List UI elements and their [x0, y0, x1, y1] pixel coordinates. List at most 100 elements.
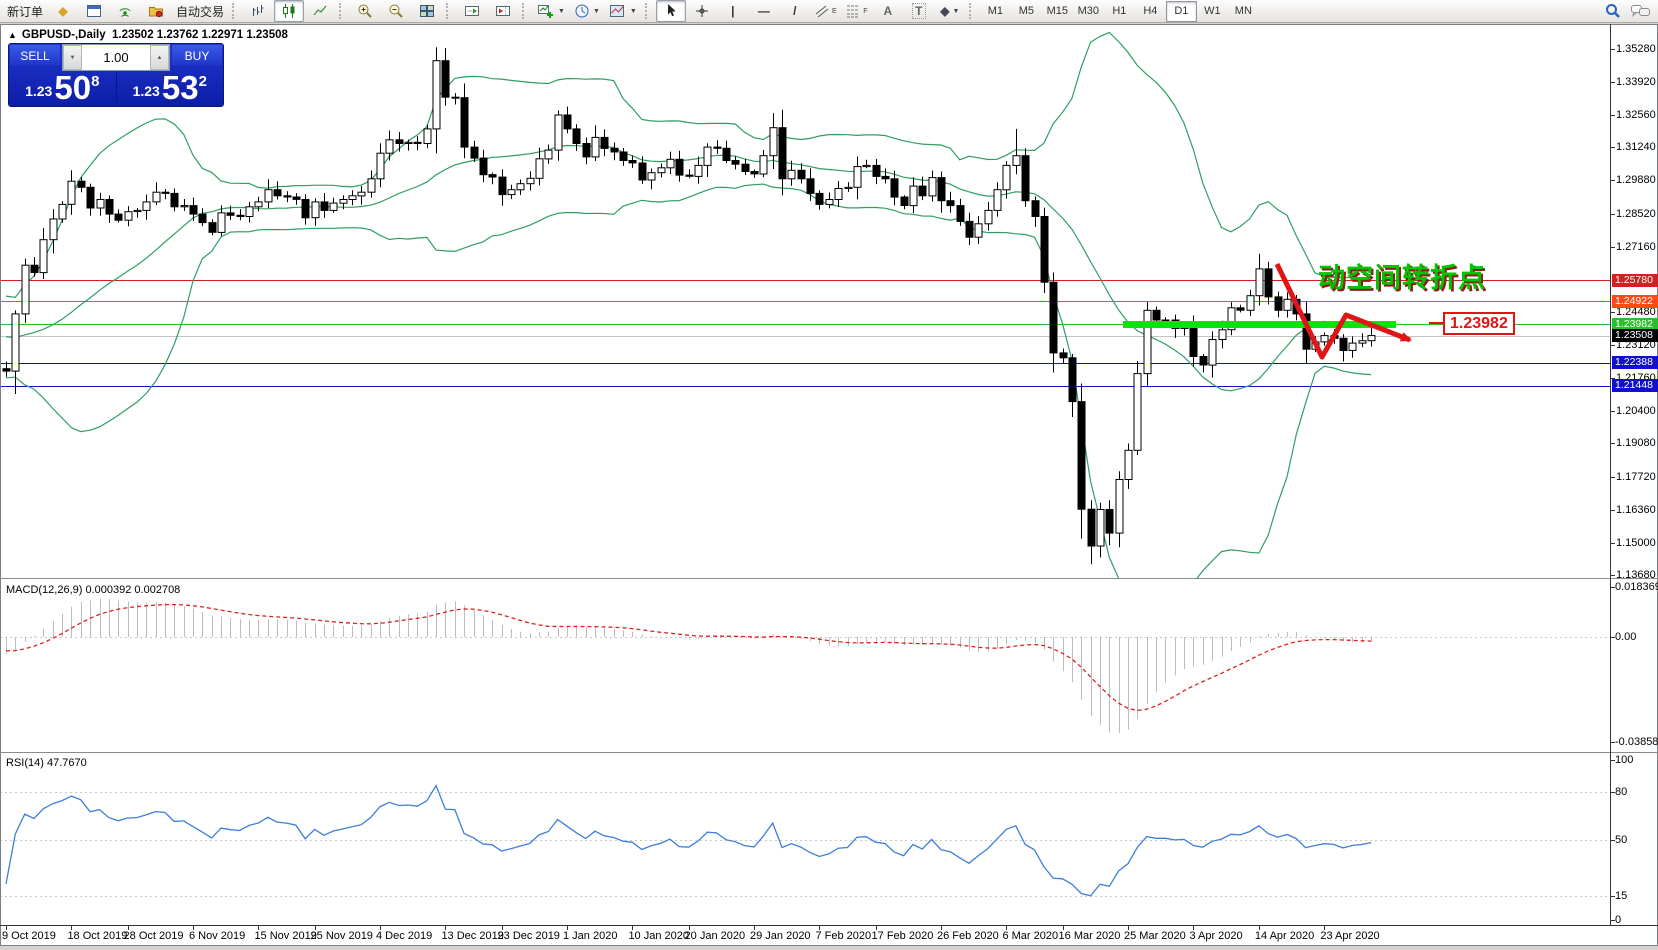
turning-point-annotation: 动空间转折点: [1318, 263, 1486, 293]
auto-scroll-icon: [465, 6, 480, 16]
arrows-tool-button[interactable]: ◆ ▼: [935, 0, 965, 22]
horizontal-line-icon: —: [757, 4, 770, 18]
toolbar-separator: [339, 3, 346, 19]
volume-increase-button[interactable]: ▲: [150, 45, 169, 70]
text-label-tool-button[interactable]: T: [904, 0, 934, 22]
clock-icon: [575, 4, 589, 18]
diamond-icon: ◆: [58, 4, 68, 18]
vertical-line-tool-button[interactable]: |: [718, 0, 748, 22]
channel-letter: E: [832, 7, 837, 15]
buy-button[interactable]: BUY: [172, 45, 222, 66]
auto-scroll-button[interactable]: [457, 0, 487, 22]
main-toolbar: 新订单 ◆ 自动交易 ▼ ▼ ▼ | — / E F A T ◆ ▼ M1 M5 M1…: [0, 0, 1658, 23]
chevron-down-icon: ▼: [952, 7, 960, 15]
fibonacci-icon: [847, 5, 860, 18]
tile-windows-button[interactable]: [412, 0, 442, 22]
cursor-icon: [667, 4, 676, 17]
zoom-out-icon: [389, 4, 403, 18]
timeframe-toolbar: M1 M5 M15 M30 H1 H4 D1 W1 MN: [980, 0, 1259, 22]
sell-button[interactable]: SELL: [10, 45, 60, 66]
macd-panel-title: MACD(12,26,9) 0.000392 0.002708: [6, 584, 181, 596]
one-click-trading-panel: SELL ▼ 1.00 ▲ BUY 1.23 50 8 1.23 53 2: [9, 44, 223, 106]
volume-input[interactable]: 1.00: [103, 50, 129, 65]
buy-price[interactable]: 1.23 53 2: [132, 69, 207, 106]
line-chart-mode-button[interactable]: [305, 0, 335, 22]
cursor-tool-button[interactable]: [655, 0, 686, 22]
toolbar-separator: [446, 3, 453, 19]
crosshair-tool-button[interactable]: [687, 0, 717, 22]
autotrading-label: 自动交易: [176, 4, 225, 19]
highlight-level-segment: [1123, 321, 1396, 328]
bollinger-bands: [5, 31, 1372, 578]
timeframe-m5-button[interactable]: M5: [1018, 5, 1034, 17]
window-icon: [87, 5, 102, 17]
folder-icon: [149, 7, 164, 18]
red-arrow-annotation: [1274, 262, 1412, 360]
horizontal-line-tool-button[interactable]: —: [749, 0, 779, 22]
toolbar-separator: [232, 3, 239, 19]
chat-icon[interactable]: [1630, 2, 1652, 20]
candlestick-icon: [283, 4, 295, 18]
timeframe-m1-button[interactable]: M1: [987, 5, 1003, 17]
history-folder-button[interactable]: [141, 0, 171, 22]
candles: [2, 47, 1376, 565]
toolbar-separator: [968, 3, 976, 19]
zoom-in-button[interactable]: [350, 0, 380, 22]
timeframe-h4-button[interactable]: H4: [1143, 5, 1158, 17]
candlestick-mode-button[interactable]: [274, 0, 305, 22]
signals-button[interactable]: [110, 0, 140, 22]
timeframe-w1-button[interactable]: W1: [1204, 5, 1221, 17]
autotrading-button[interactable]: 自动交易: [172, 0, 228, 22]
sell-price[interactable]: 1.23 50 8: [25, 69, 100, 106]
periods-button[interactable]: ▼: [570, 0, 604, 22]
bar-chart-mode-button[interactable]: [243, 0, 273, 22]
timeframe-mn-button[interactable]: MN: [1234, 5, 1252, 17]
chevron-down-icon: ▼: [558, 7, 565, 15]
channel-icon: [815, 5, 829, 18]
zoom-out-button[interactable]: [381, 0, 411, 22]
new-chart-button[interactable]: ▼: [533, 0, 569, 22]
timeframe-d1-button[interactable]: D1: [1165, 0, 1197, 22]
chart-shift-button[interactable]: [488, 0, 518, 22]
text-icon: A: [883, 4, 893, 18]
zoom-in-icon: [358, 4, 372, 18]
macd-signal-line: [5, 603, 1372, 712]
new-order-button[interactable]: 新订单: [3, 0, 47, 22]
macd-histogram: [6, 598, 1372, 733]
channel-tool-button[interactable]: E: [811, 0, 841, 22]
signal-icon: [119, 8, 131, 17]
terminal-window-button[interactable]: [79, 0, 109, 22]
search-icon[interactable]: [1604, 2, 1622, 20]
new-chart-icon: [538, 5, 554, 18]
line-chart-icon: [313, 5, 327, 16]
price-divider: [115, 72, 117, 103]
collapse-panel-icon[interactable]: ▲: [8, 30, 17, 40]
chevron-down-icon: ▼: [592, 7, 600, 15]
chevron-down-icon: ▼: [629, 7, 637, 15]
price-chart[interactable]: [0, 24, 1658, 946]
level-price-label: 1.23982: [1429, 312, 1515, 335]
text-label-icon: T: [912, 3, 926, 19]
chart-title: ▲ GBPUSD-,Daily 1.23502 1.23762 1.22971 1…: [8, 29, 288, 41]
trendline-icon: /: [793, 4, 797, 18]
shapes-icon: ◆: [940, 4, 950, 18]
down-arrow-icon: ▼: [69, 54, 76, 61]
fibonacci-tool-button[interactable]: F: [842, 0, 872, 22]
rsi-panel-title: RSI(14) 47.7670: [6, 757, 87, 769]
chart-shift-icon: [496, 6, 511, 16]
templates-button[interactable]: ▼: [605, 0, 641, 22]
ohlc-values: 1.23502 1.23762 1.22971 1.23508: [112, 29, 288, 41]
timeframe-h1-button[interactable]: H1: [1112, 5, 1127, 17]
toolbar-separator: [644, 3, 652, 19]
fibonacci-letter: F: [863, 7, 868, 15]
up-arrow-icon: ▲: [156, 54, 163, 61]
symbol-period-label: GBPUSD-,Daily: [21, 29, 106, 41]
timeframe-m15-button[interactable]: M15: [1046, 5, 1069, 17]
trendline-tool-button[interactable]: /: [780, 0, 810, 22]
market-watch-button[interactable]: ◆: [48, 0, 78, 22]
tile-windows-icon: [420, 5, 435, 17]
volume-decrease-button[interactable]: ▼: [63, 45, 82, 70]
timeframe-m30-button[interactable]: M30: [1077, 5, 1100, 17]
toolbar-separator: [522, 3, 529, 19]
text-tool-button[interactable]: A: [873, 0, 903, 22]
